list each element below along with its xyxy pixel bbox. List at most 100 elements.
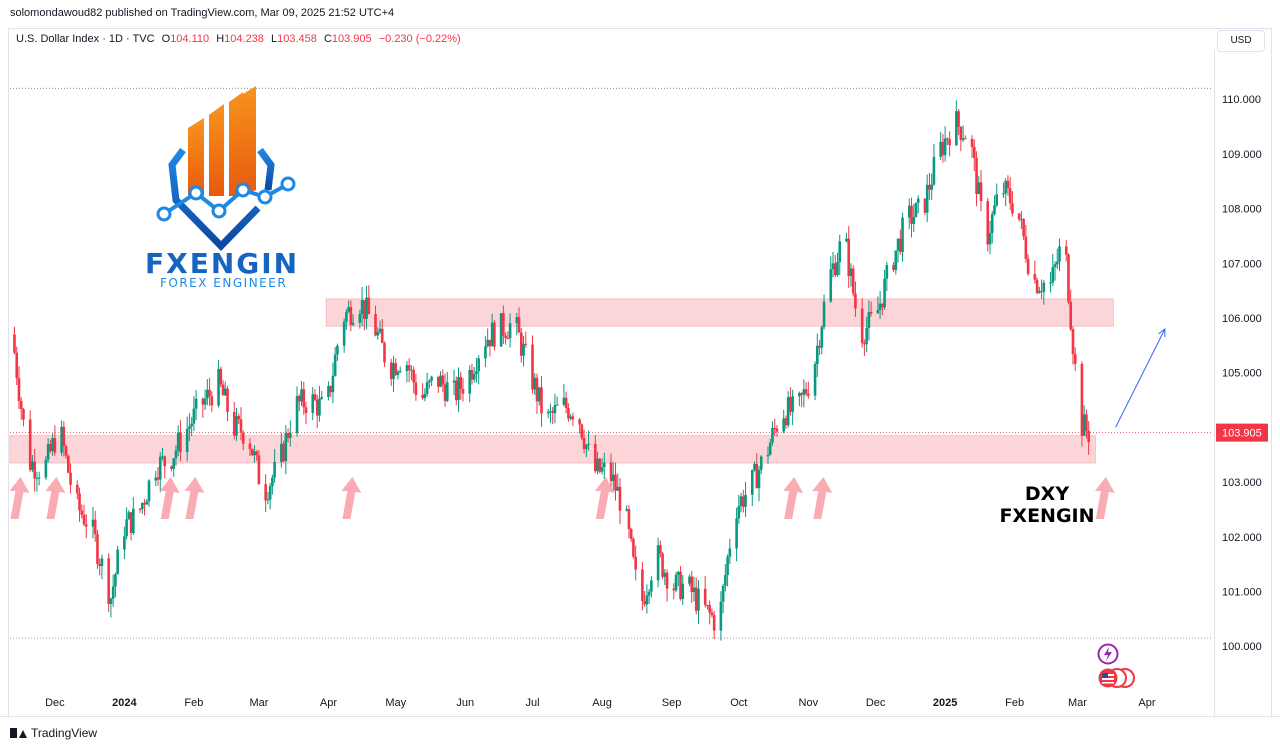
candle-body bbox=[786, 397, 790, 426]
candle-body bbox=[1055, 261, 1059, 265]
candle-body bbox=[836, 262, 839, 276]
flag-icon[interactable] bbox=[1097, 667, 1137, 689]
candle-body bbox=[237, 416, 241, 420]
candle-body bbox=[13, 334, 16, 353]
support-arrow bbox=[1094, 477, 1115, 519]
candle-body bbox=[394, 363, 398, 375]
candle-body bbox=[694, 587, 698, 611]
candle-body bbox=[867, 311, 871, 329]
candle-body bbox=[1064, 246, 1068, 255]
candle-body bbox=[1011, 203, 1014, 214]
candle-body bbox=[129, 512, 133, 534]
candle-body bbox=[223, 388, 227, 396]
candle-body bbox=[437, 376, 440, 387]
y-tick-label: 101.000 bbox=[1222, 587, 1262, 599]
candle-body bbox=[1035, 279, 1039, 293]
candle-body bbox=[519, 332, 523, 356]
candle-body bbox=[629, 529, 633, 540]
candle-body bbox=[941, 141, 945, 156]
support-arrow-shape bbox=[45, 477, 66, 519]
candle-body bbox=[336, 345, 339, 355]
x-tick-label: May bbox=[385, 697, 406, 709]
candle-body bbox=[349, 307, 353, 325]
candle-body bbox=[912, 217, 916, 224]
candle-body bbox=[69, 472, 72, 485]
candle-body bbox=[1069, 301, 1073, 330]
candle-body bbox=[64, 446, 68, 456]
support-arrow-shape bbox=[783, 477, 804, 519]
candle-body bbox=[750, 469, 754, 495]
candle-body bbox=[564, 397, 568, 409]
candle-body bbox=[881, 303, 884, 308]
candle-body bbox=[376, 332, 380, 336]
x-tick-label: Mar bbox=[249, 697, 268, 709]
brand-tagline: FOREX ENGINEER bbox=[160, 276, 288, 290]
support-arrow-shape bbox=[594, 477, 615, 519]
candle-body bbox=[977, 182, 981, 194]
candle-body bbox=[535, 377, 539, 402]
candle-body bbox=[62, 426, 66, 447]
candle-body bbox=[49, 444, 52, 452]
candle-body bbox=[964, 138, 967, 140]
candle-body bbox=[407, 365, 411, 371]
currency-button[interactable]: USD bbox=[1217, 30, 1265, 52]
candle-body bbox=[914, 202, 918, 218]
candle-body bbox=[111, 586, 115, 599]
candle-body bbox=[360, 300, 364, 315]
candle-body bbox=[851, 268, 855, 294]
candle-body bbox=[459, 376, 463, 389]
candle-body bbox=[829, 269, 833, 302]
candle-body bbox=[681, 583, 685, 600]
candle-body bbox=[311, 394, 315, 413]
candle-body bbox=[726, 556, 729, 575]
candle-body bbox=[753, 463, 756, 470]
symbol-legend[interactable]: U.S. Dollar Index · 1D · TVC O104.110 H1… bbox=[16, 33, 461, 45]
candle-body bbox=[672, 588, 676, 591]
lightning-icon[interactable] bbox=[1097, 643, 1119, 665]
candle-body bbox=[75, 484, 79, 494]
candle-body bbox=[546, 411, 550, 414]
candle-body bbox=[271, 477, 274, 487]
candle-body bbox=[712, 615, 716, 631]
candle-body bbox=[163, 456, 167, 467]
candle-body bbox=[946, 138, 949, 140]
candle-body bbox=[735, 518, 738, 549]
time-scale: Dec 2024 Feb Mar Apr May Jun Jul Aug Sep Oct Nov Dec… bbox=[45, 697, 1156, 709]
candle-body bbox=[1017, 213, 1021, 220]
candle-body bbox=[596, 458, 599, 472]
candle-body bbox=[414, 382, 418, 395]
candle-body bbox=[540, 387, 543, 414]
candle-body bbox=[499, 313, 503, 347]
candle-body bbox=[925, 184, 929, 213]
candle-body bbox=[232, 412, 236, 436]
candle-body bbox=[253, 451, 256, 456]
candle-body bbox=[1020, 219, 1023, 221]
x-tick-label: Jun bbox=[456, 697, 474, 709]
candle-body bbox=[587, 443, 590, 446]
candle-body bbox=[31, 461, 34, 470]
candle-body bbox=[627, 509, 631, 530]
candle-body bbox=[80, 510, 84, 515]
candle-body bbox=[845, 238, 848, 242]
y-tick-label: 109.000 bbox=[1222, 149, 1262, 161]
tradingview-logo-icon bbox=[10, 728, 27, 738]
candle-body bbox=[300, 389, 303, 402]
candle-body bbox=[697, 588, 700, 611]
candle-body bbox=[504, 335, 507, 339]
candle-body bbox=[217, 368, 220, 406]
candle-body bbox=[807, 393, 810, 396]
candle-body bbox=[784, 418, 788, 426]
candle-body bbox=[923, 198, 927, 213]
candle-body bbox=[201, 398, 205, 405]
candle-body bbox=[472, 374, 476, 380]
candle-body bbox=[154, 477, 158, 481]
candle-body bbox=[710, 612, 714, 616]
support-arrow bbox=[9, 477, 30, 519]
candle-body bbox=[533, 377, 537, 390]
candle-body bbox=[524, 343, 528, 345]
tradingview-logo[interactable]: TradingView bbox=[10, 726, 97, 740]
candle-body bbox=[486, 339, 489, 347]
candle-body bbox=[600, 467, 604, 472]
support-arrow bbox=[594, 477, 615, 519]
